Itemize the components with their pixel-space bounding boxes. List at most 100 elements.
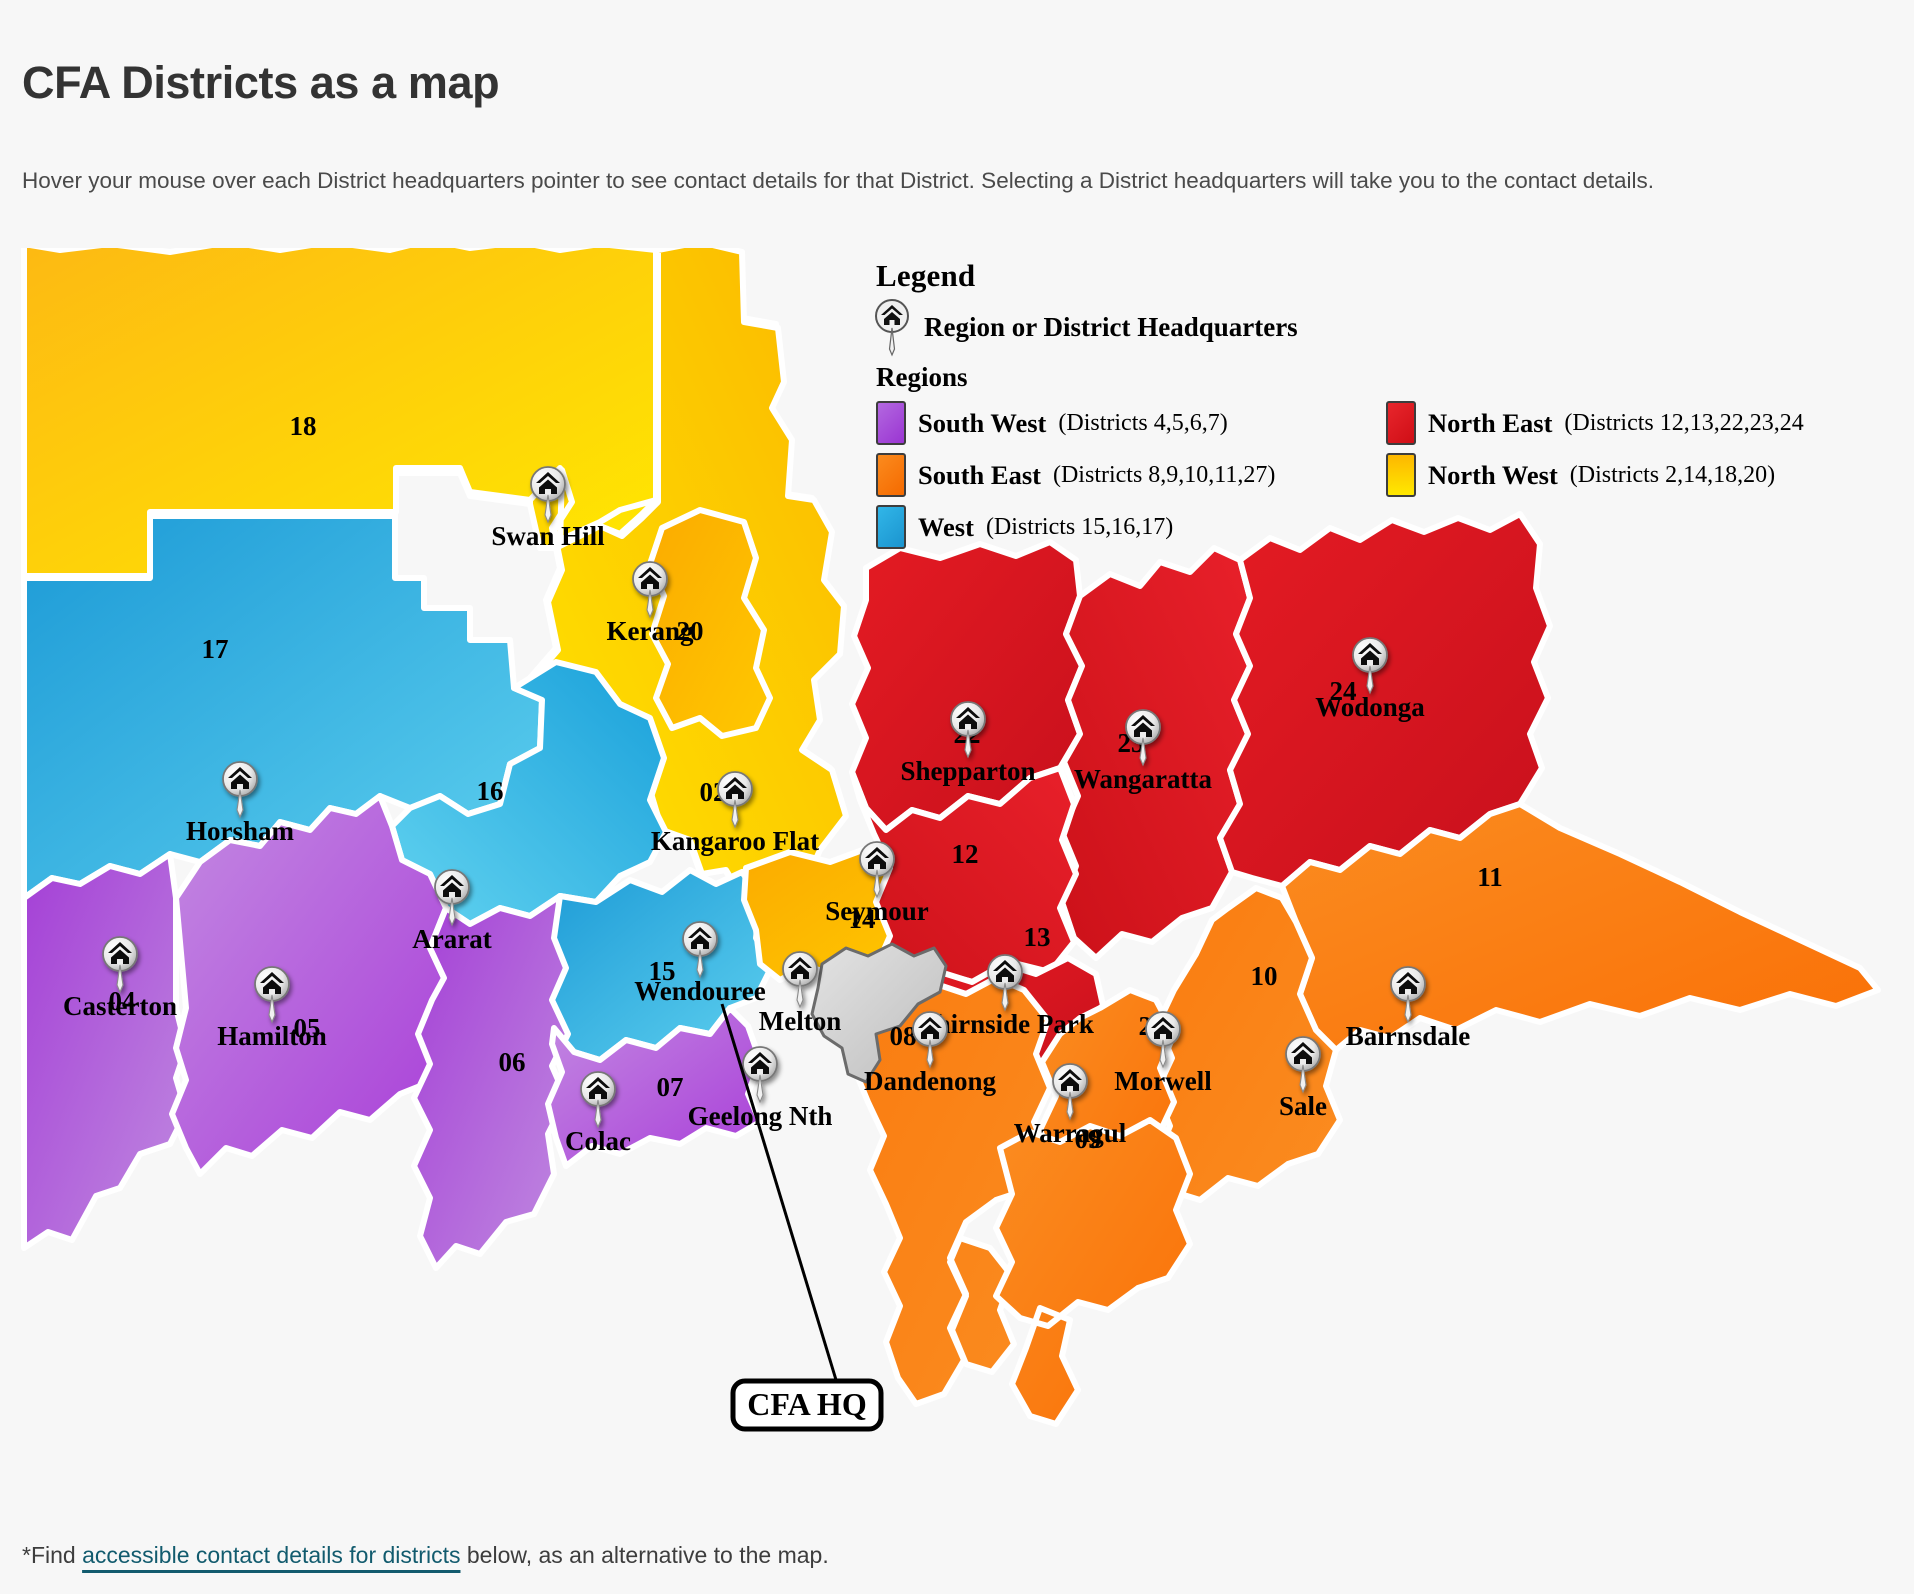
hq-pin-ararat[interactable] bbox=[434, 869, 470, 927]
hq-label-morwell: Morwell bbox=[1114, 1066, 1212, 1096]
hq-label-wendouree: Wendouree bbox=[634, 976, 766, 1006]
district-number-17: 17 bbox=[202, 634, 229, 664]
district-number-09: 09 bbox=[1075, 1124, 1102, 1154]
legend-title: Legend bbox=[876, 258, 976, 293]
legend-spacer bbox=[1386, 505, 1914, 549]
hq-pin-dandenong[interactable] bbox=[912, 1011, 948, 1069]
legend-item-south-west[interactable]: South West (Districts 4,5,6,7) bbox=[876, 401, 1386, 445]
district-07-shape[interactable] bbox=[545, 1005, 763, 1169]
victoria-district-map[interactable]: 1820172223241602121113140405151008270607… bbox=[0, 248, 1914, 1518]
district-number-13: 13 bbox=[1024, 922, 1051, 952]
legend-districts-north-east: (Districts 12,13,22,23,24 bbox=[1564, 409, 1804, 436]
district-23-shape[interactable] bbox=[1059, 545, 1253, 961]
headquarters-pin-icon bbox=[875, 299, 909, 357]
hq-label-ararat: Ararat bbox=[412, 924, 491, 954]
hq-label-colac: Colac bbox=[565, 1126, 631, 1156]
hq-pin-horsham[interactable] bbox=[222, 761, 258, 819]
district-number-04: 04 bbox=[109, 986, 136, 1016]
hq-pin-wodonga[interactable] bbox=[1352, 637, 1388, 695]
district-number-18: 18 bbox=[290, 411, 317, 441]
hq-pin-bairnsdale[interactable] bbox=[1390, 966, 1426, 1024]
hq-label-warragul: Warragul bbox=[1014, 1118, 1127, 1148]
district-04-shape[interactable] bbox=[21, 851, 189, 1251]
district-number-24: 24 bbox=[1330, 676, 1357, 706]
headquarters-pins[interactable]: Swan Hill Kerang Wodonga Shepparton Wangarat… bbox=[63, 466, 1471, 1156]
legend-item-south-east[interactable]: South East (Districts 8,9,10,11,27) bbox=[876, 453, 1386, 497]
hq-pin-melton[interactable] bbox=[782, 951, 818, 1009]
legend-item-north-west[interactable]: North West (Districts 2,14,18,20) bbox=[1386, 453, 1914, 497]
legend-hq-label: Region or District Headquarters bbox=[924, 311, 1298, 342]
district-number-08: 08 bbox=[890, 1021, 917, 1051]
district-number-15: 15 bbox=[649, 956, 676, 986]
legend-districts-south-west: (Districts 4,5,6,7) bbox=[1058, 409, 1228, 436]
hq-pin-kangaroo-flat[interactable] bbox=[717, 771, 753, 829]
legend-swatch-west bbox=[876, 505, 906, 549]
district-number-11: 11 bbox=[1477, 862, 1503, 892]
hq-label-sale: Sale bbox=[1279, 1091, 1327, 1121]
district-number-14: 14 bbox=[849, 904, 876, 934]
hq-pin-morwell[interactable] bbox=[1145, 1011, 1181, 1069]
hq-pin-chirnside-park[interactable] bbox=[987, 954, 1023, 1012]
legend-districts-north-west: (Districts 2,14,18,20) bbox=[1569, 461, 1776, 488]
hq-label-bairnsdale: Bairnsdale bbox=[1346, 1021, 1471, 1051]
hq-label-kerang: Kerang bbox=[607, 616, 694, 646]
intro-paragraph: Hover your mouse over each District head… bbox=[22, 167, 1655, 193]
district-number-10: 10 bbox=[1251, 961, 1278, 991]
hq-pin-geelong-nth[interactable] bbox=[742, 1046, 778, 1104]
hq-label-seymour: Seymour bbox=[825, 896, 929, 926]
hq-pin-warragul[interactable] bbox=[1052, 1063, 1088, 1121]
map-svg: 1820172223241602121113140405151008270607… bbox=[21, 248, 1881, 1432]
accessible-contact-details-link[interactable]: accessible contact details for districts bbox=[82, 1542, 461, 1568]
district-number-20: 20 bbox=[677, 616, 704, 646]
hq-label-shepparton: Shepparton bbox=[900, 756, 1035, 786]
hq-pin-colac[interactable] bbox=[580, 1071, 616, 1129]
hq-pin-sale[interactable] bbox=[1285, 1036, 1321, 1094]
legend-item-north-east[interactable]: North East (Districts 12,13,22,23,24 bbox=[1386, 401, 1914, 445]
legend-regions-title: Regions bbox=[876, 362, 968, 392]
hq-label-swan-hill: Swan Hill bbox=[491, 521, 605, 551]
district-06-shape[interactable] bbox=[411, 893, 571, 1271]
hq-label-horsham: Horsham bbox=[186, 816, 295, 846]
footnote-prefix: *Find bbox=[22, 1542, 83, 1568]
cfa-hq-box[interactable] bbox=[730, 1378, 884, 1432]
map-regions bbox=[21, 248, 1881, 1427]
hq-pin-wendouree[interactable] bbox=[682, 921, 718, 979]
page-title: CFA Districts as a map bbox=[22, 57, 500, 109]
legend-item-west[interactable]: West (Districts 15,16,17) bbox=[876, 505, 1386, 549]
hq-pin-casterton[interactable] bbox=[102, 936, 138, 994]
legend-label-west: West bbox=[918, 511, 974, 542]
hq-pin-wangaratta[interactable] bbox=[1125, 709, 1161, 767]
hq-label-kangaroo-flat: Kangaroo Flat bbox=[651, 826, 819, 856]
map-legend: Legend Region or District Headquarters R… bbox=[875, 258, 1914, 549]
hq-label-wangaratta: Wangaratta bbox=[1074, 764, 1212, 794]
legend-label-south-west: South West bbox=[918, 407, 1047, 438]
hq-pin-kerang[interactable] bbox=[632, 561, 668, 619]
district-12-shape[interactable] bbox=[849, 765, 1079, 1003]
legend-hq-row: Region or District Headquarters bbox=[872, 298, 1914, 357]
district-11-shape[interactable] bbox=[1279, 801, 1881, 1053]
hq-pin-seymour[interactable] bbox=[859, 841, 895, 899]
district-number-07: 07 bbox=[657, 1072, 684, 1102]
district-number-16: 16 bbox=[477, 776, 504, 806]
hq-pin-swan-hill[interactable] bbox=[530, 466, 566, 524]
hq-pin-hamilton[interactable] bbox=[254, 966, 290, 1024]
cfa-hq-callout[interactable]: CFA HQ bbox=[720, 1003, 884, 1432]
legend-label-north-east: North East bbox=[1428, 407, 1553, 438]
hq-pin-shepparton[interactable] bbox=[950, 701, 986, 759]
district-09-shape[interactable] bbox=[993, 1117, 1193, 1427]
hq-label-dandenong: Dandenong bbox=[864, 1066, 997, 1096]
cfa-hq-label: CFA HQ bbox=[747, 1386, 866, 1422]
footnote: *Find accessible contact details for dis… bbox=[22, 1542, 829, 1569]
hq-label-casterton: Casterton bbox=[63, 991, 177, 1021]
legend-label-north-west: North West bbox=[1428, 459, 1558, 490]
district-number-12: 12 bbox=[952, 839, 979, 869]
district-number-05: 05 bbox=[294, 1013, 321, 1043]
legend-districts-south-east: (Districts 8,9,10,11,27) bbox=[1052, 461, 1276, 488]
melbourne-metro-shape[interactable] bbox=[810, 942, 948, 1084]
district-02-shape[interactable] bbox=[647, 507, 773, 739]
cfa-hq-leader-line bbox=[720, 1003, 842, 1394]
hq-label-wodonga: Wodonga bbox=[1315, 692, 1425, 722]
legend-label-south-east: South East bbox=[918, 459, 1041, 490]
legend-region-grid: South West (Districts 4,5,6,7) North Eas… bbox=[876, 401, 1914, 549]
